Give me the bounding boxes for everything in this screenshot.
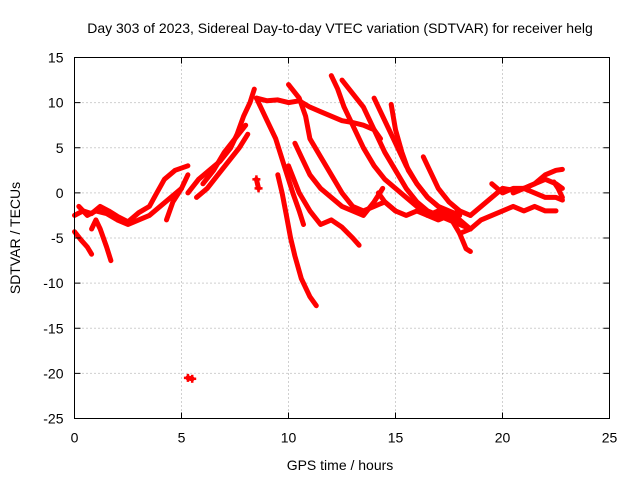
series-arc-11 [253, 95, 383, 142]
series-arc-12 [253, 95, 306, 227]
y-tick-label: 15 [48, 50, 64, 66]
series-arc-13 [275, 172, 319, 309]
series-arc-10 [253, 176, 262, 191]
axis-ticks [74, 57, 610, 419]
series-arc-14 [286, 163, 362, 248]
series-arc-5 [164, 172, 191, 223]
y-tick-label: -15 [43, 320, 63, 336]
x-tick-label: 20 [495, 430, 511, 446]
chart-title: Day 303 of 2023, Sidereal Day-to-day VTE… [87, 20, 593, 36]
series-arc-8 [194, 131, 251, 200]
y-tick-label: -25 [43, 411, 63, 427]
series-arc-6 [185, 375, 195, 382]
series-arc-27 [551, 179, 565, 200]
x-tick-label: 15 [388, 430, 404, 446]
series-arc-25 [489, 181, 565, 203]
y-tick-label: 5 [56, 140, 64, 156]
series-arc-15 [286, 82, 398, 214]
series-arc-16 [292, 140, 386, 218]
x-tick-label: 0 [71, 430, 79, 446]
tick-labels: 0 5 10 15 20 25 15 10 5 0 -5 -10 -15 -20 -25 [43, 50, 617, 446]
series-arc-21 [375, 190, 463, 218]
x-tick-label: 5 [178, 430, 186, 446]
series-arc-23 [457, 203, 559, 236]
y-tick-label: -20 [43, 365, 63, 381]
y-tick-label: 10 [48, 95, 64, 111]
series-arc-20 [388, 101, 463, 218]
series-arc-3 [89, 217, 114, 264]
y-tick-label: -5 [51, 230, 64, 246]
series-arc-19 [371, 95, 473, 254]
series-arc-4 [76, 185, 184, 227]
y-axis-label: SDTVAR / TECUs [7, 182, 23, 294]
series-arc-9 [200, 122, 249, 187]
y-tick-label: -10 [43, 275, 63, 291]
series-arc-22 [420, 154, 473, 218]
x-tick-label: 10 [281, 430, 297, 446]
data-series [72, 73, 565, 383]
grid-lines [74, 57, 610, 419]
y-tick-label: 0 [56, 185, 64, 201]
x-tick-label: 25 [602, 430, 618, 446]
series-arc-2 [72, 229, 95, 257]
x-axis-label: GPS time / hours [287, 457, 394, 473]
